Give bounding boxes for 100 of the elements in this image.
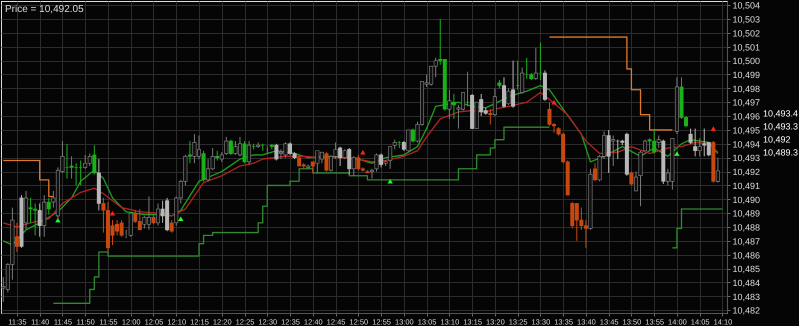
candlestick bbox=[247, 140, 252, 166]
text: 10,489.3 bbox=[763, 147, 798, 158]
candlestick bbox=[288, 142, 292, 156]
y-tick-label: 10,500 bbox=[732, 56, 760, 66]
candlestick bbox=[379, 153, 384, 168]
candlestick bbox=[584, 220, 588, 248]
candlestick bbox=[634, 171, 638, 192]
candlestick bbox=[156, 202, 160, 226]
candlestick bbox=[138, 208, 142, 230]
candlestick bbox=[283, 142, 288, 158]
line-series bbox=[2, 92, 719, 228]
candlestick bbox=[320, 152, 324, 164]
candlestick bbox=[488, 108, 492, 125]
candlestick bbox=[347, 147, 352, 175]
point bbox=[360, 150, 366, 154]
y-tick-label: 10,488 bbox=[732, 222, 760, 233]
y-tick-label: 10,495 bbox=[732, 125, 760, 136]
candlestick bbox=[151, 214, 156, 225]
y-tick-label: 10,491 bbox=[732, 180, 760, 191]
point bbox=[551, 100, 557, 105]
candlestick bbox=[688, 128, 693, 144]
candlestick bbox=[392, 139, 397, 150]
candlestick bbox=[220, 152, 224, 162]
y-tick-label: 10,503 bbox=[732, 14, 760, 25]
candlestick bbox=[693, 128, 698, 157]
candlestick bbox=[520, 67, 524, 94]
y-tick-label: 10,489 bbox=[732, 208, 760, 219]
candlestick bbox=[46, 197, 51, 216]
chart-title: Price = 10,492.05 bbox=[5, 4, 84, 15]
candlestick bbox=[274, 143, 278, 161]
point bbox=[110, 210, 116, 216]
y-tick-label: 10,490 bbox=[732, 194, 760, 205]
candlestick bbox=[242, 140, 247, 164]
point bbox=[388, 178, 393, 184]
candlestick bbox=[643, 139, 648, 152]
candlestick bbox=[92, 144, 96, 175]
candlestick bbox=[297, 156, 302, 167]
candlestick bbox=[188, 140, 192, 164]
candlestick bbox=[638, 150, 643, 207]
candlestick bbox=[38, 202, 42, 238]
y-tick-label: 10,504 bbox=[732, 0, 760, 11]
candlestick bbox=[238, 136, 242, 157]
candlestick bbox=[611, 135, 616, 167]
y-tick-label: 10,502 bbox=[732, 28, 760, 38]
y-tick-label: 10,484 bbox=[732, 278, 760, 288]
candlestick bbox=[502, 76, 506, 108]
candlestick bbox=[388, 146, 392, 170]
candlestick bbox=[452, 93, 456, 120]
candlestick bbox=[370, 168, 374, 179]
point bbox=[710, 126, 716, 131]
candlestick bbox=[374, 153, 379, 172]
candlestick bbox=[716, 157, 720, 184]
candlestick bbox=[648, 138, 652, 152]
candlestick bbox=[215, 150, 220, 161]
candlestick bbox=[228, 139, 233, 156]
y-tick-label: 10,496 bbox=[732, 112, 760, 122]
candlestick bbox=[170, 220, 174, 234]
candlestick bbox=[146, 196, 151, 230]
candlestick bbox=[629, 171, 634, 186]
candlestick bbox=[310, 161, 315, 174]
candlestick bbox=[338, 146, 342, 167]
candlestick bbox=[224, 136, 228, 156]
candlestick bbox=[593, 162, 598, 182]
candlestick bbox=[206, 158, 210, 182]
candlestick bbox=[28, 197, 33, 224]
text: 10,493.3 bbox=[763, 121, 798, 132]
candlestick bbox=[606, 129, 611, 174]
y-tick-label: 10,494 bbox=[732, 139, 760, 150]
candlestick bbox=[506, 88, 511, 106]
y-tick-label: 10,486 bbox=[732, 250, 760, 260]
candlestick bbox=[447, 89, 452, 120]
candlestick bbox=[406, 129, 410, 153]
candlestick bbox=[128, 212, 133, 238]
candlestick bbox=[352, 156, 356, 176]
y-tick-label: 10,482 bbox=[732, 306, 760, 316]
y-tick-label: 10,485 bbox=[732, 264, 760, 274]
candlestick bbox=[511, 60, 516, 108]
candlestick bbox=[324, 152, 328, 172]
candlestick bbox=[698, 138, 702, 157]
y-tick-label: 10,498 bbox=[732, 84, 760, 94]
candlestick bbox=[70, 156, 74, 179]
line-series bbox=[2, 84, 719, 246]
y-tick-label: 10,493 bbox=[732, 153, 760, 164]
candlestick bbox=[492, 88, 497, 117]
y-tick-label: 10,497 bbox=[732, 98, 760, 108]
point bbox=[178, 216, 184, 221]
y-tick-label: 10,492 bbox=[732, 167, 760, 178]
candlestick bbox=[42, 194, 46, 238]
candlestick bbox=[534, 48, 538, 81]
text: 10,492 bbox=[763, 134, 791, 144]
candlestick bbox=[402, 140, 406, 152]
point bbox=[674, 151, 680, 156]
text: 10,493.4 bbox=[763, 108, 798, 118]
y-tick-label: 10,501 bbox=[732, 42, 760, 52]
y-tick-label: 10,483 bbox=[732, 292, 760, 302]
y-tick-label: 10,499 bbox=[732, 70, 760, 80]
candlestick bbox=[656, 135, 661, 148]
y-tick-label: 10,487 bbox=[732, 236, 760, 246]
candlestick bbox=[342, 148, 347, 160]
candlestick bbox=[14, 222, 19, 252]
